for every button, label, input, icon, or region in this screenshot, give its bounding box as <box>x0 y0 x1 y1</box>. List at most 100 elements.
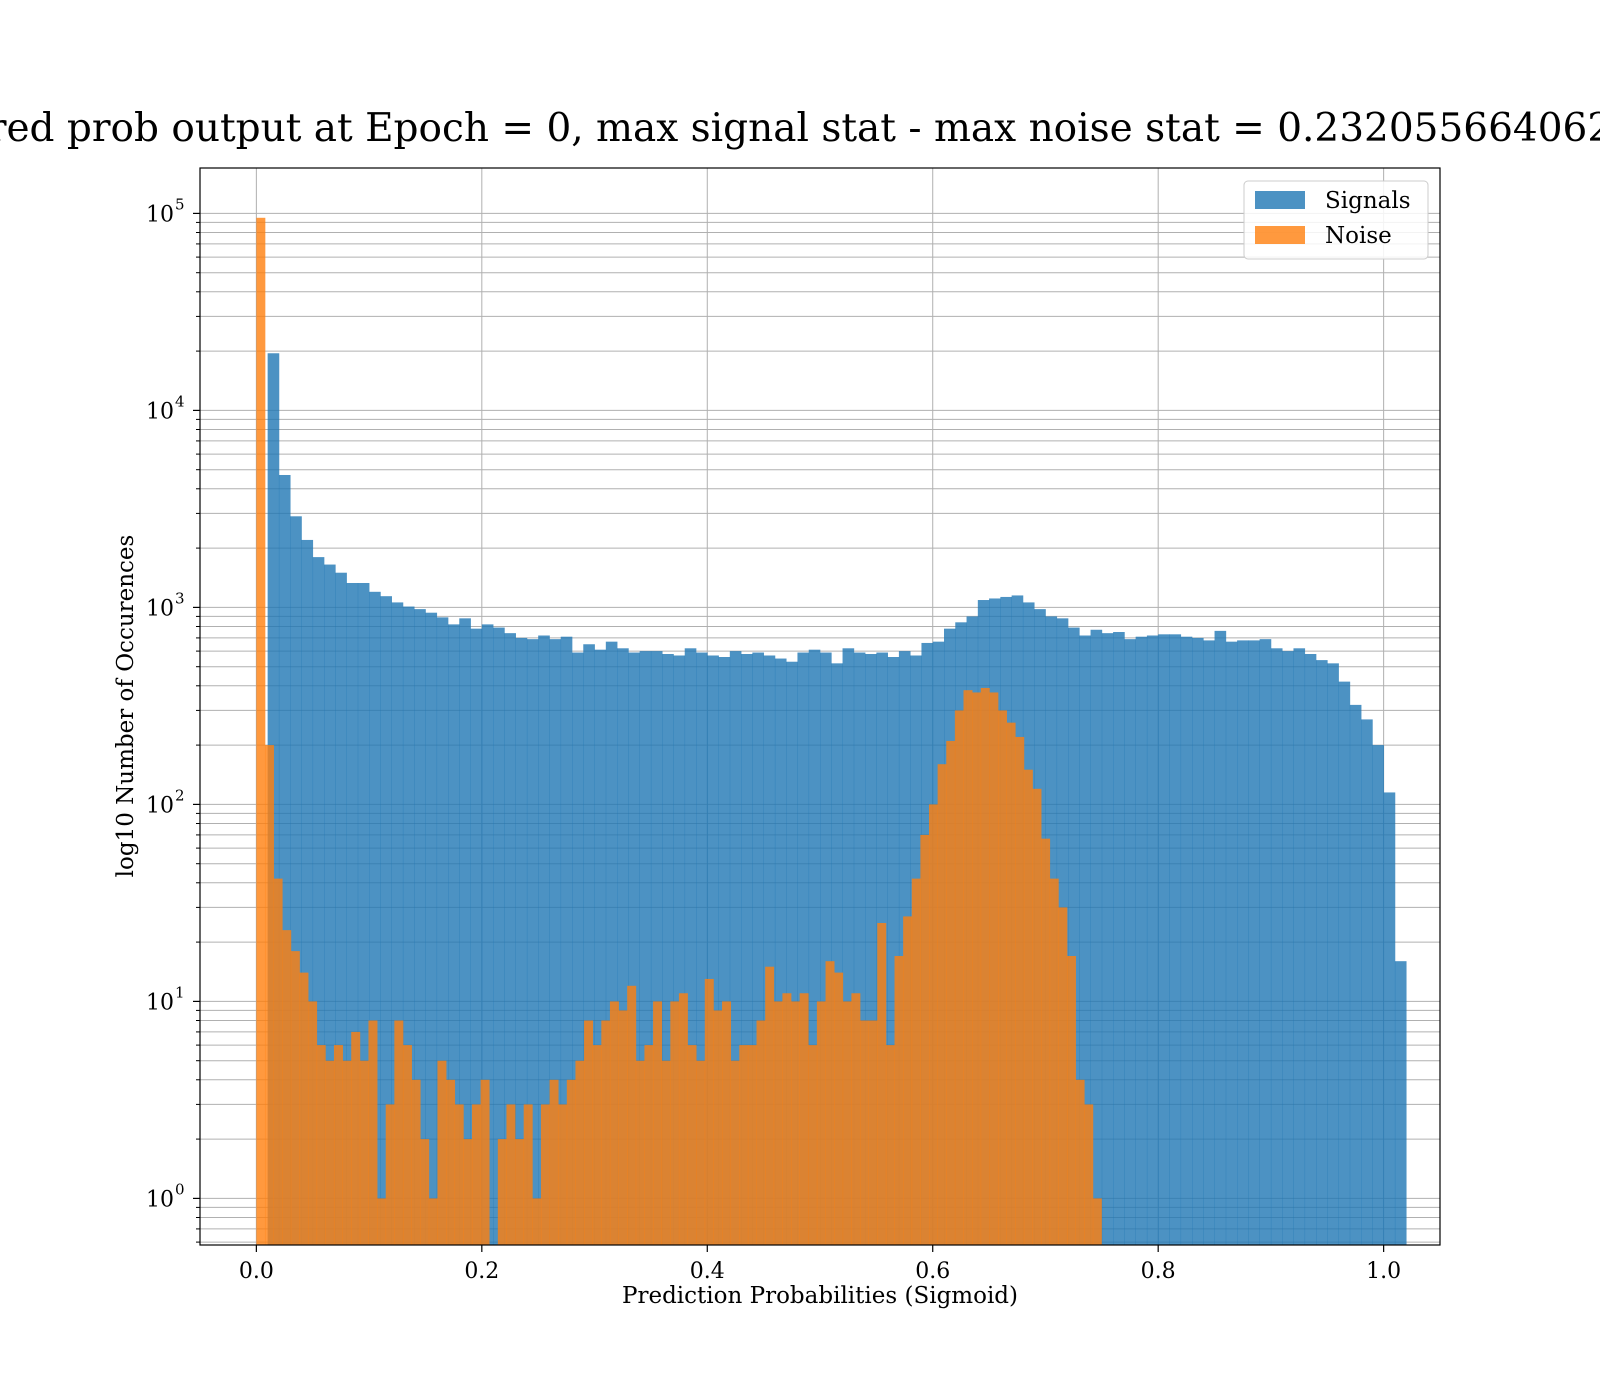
noise-bar <box>411 1079 421 1245</box>
noise-bar <box>877 923 887 1245</box>
noise-bar <box>816 1001 826 1245</box>
x-tick-label: 0.6 <box>915 1259 950 1284</box>
signals-bar <box>763 655 776 1245</box>
signals-bar <box>831 663 843 1245</box>
noise-bars <box>256 217 1102 1245</box>
noise-bar <box>687 1045 697 1245</box>
noise-bar <box>842 1001 852 1245</box>
noise-bar <box>480 1079 490 1245</box>
noise-bar <box>989 692 999 1245</box>
signals-bar <box>774 658 787 1245</box>
signals-bar <box>369 591 381 1245</box>
noise-bar <box>980 687 990 1245</box>
noise-bar <box>333 1045 343 1245</box>
noise-bar <box>351 1031 361 1245</box>
signals-bar <box>1124 639 1136 1245</box>
signals-bar <box>290 516 302 1245</box>
noise-bar <box>342 1060 352 1245</box>
signals-bar <box>718 657 731 1245</box>
signals-bar <box>639 651 652 1245</box>
noise-bar <box>446 1079 456 1245</box>
noise-bar <box>739 1045 749 1245</box>
signals-bar <box>526 639 539 1245</box>
noise-bar <box>377 1198 387 1245</box>
noise-bar <box>834 972 844 1245</box>
noise-bar <box>791 1001 801 1245</box>
x-tick-label: 0.0 <box>239 1259 274 1284</box>
y-tick-exponent: 3 <box>175 589 185 607</box>
legend-swatch-noise <box>1255 226 1305 244</box>
noise-bar <box>575 1060 585 1245</box>
noise-bar <box>644 1045 654 1245</box>
signals-bar <box>696 652 708 1245</box>
y-tick-label: 10 <box>146 793 174 818</box>
noise-bar <box>851 993 861 1245</box>
noise-bar <box>946 740 956 1245</box>
noise-bar <box>299 972 309 1245</box>
y-tick-label: 10 <box>146 399 174 424</box>
noise-bar <box>1006 722 1016 1245</box>
signals-bar <box>1135 636 1148 1245</box>
noise-bar <box>670 1001 680 1245</box>
noise-bar <box>1049 878 1059 1245</box>
signals-bar <box>1259 639 1272 1245</box>
signals-bar <box>617 648 629 1245</box>
signals-bar <box>414 609 426 1245</box>
noise-bar <box>359 1060 369 1245</box>
x-axis-label: Prediction Probabilities (Sigmoid) <box>622 1283 1018 1309</box>
noise-bar <box>1058 907 1068 1245</box>
signals-bar <box>335 572 347 1245</box>
signals-bar <box>1316 660 1328 1245</box>
signals-bar <box>1361 719 1373 1245</box>
noise-bar <box>704 978 714 1245</box>
noise-bar <box>256 217 266 1245</box>
signals-bar <box>1383 792 1396 1245</box>
noise-bar <box>558 1104 568 1245</box>
signals-bar <box>572 652 584 1245</box>
signals-bar <box>842 648 855 1245</box>
signals-bar <box>1304 654 1317 1245</box>
y-tick-exponent: 2 <box>175 786 185 804</box>
signals-bar <box>1113 632 1125 1245</box>
signals-bar <box>436 617 449 1245</box>
noise-bar <box>920 834 930 1245</box>
signals-bar <box>301 539 314 1245</box>
signals-bar <box>684 648 697 1245</box>
x-tick-label: 0.4 <box>690 1259 725 1284</box>
noise-bar <box>308 1001 318 1245</box>
y-tick-label: 10 <box>146 596 174 621</box>
noise-bar <box>609 1001 619 1245</box>
signals-bar <box>1349 704 1362 1245</box>
noise-bar <box>911 878 921 1245</box>
signals-bar <box>594 649 607 1245</box>
signals-bar <box>1169 634 1182 1245</box>
noise-bar <box>972 692 982 1245</box>
noise-bar <box>437 1060 447 1245</box>
noise-bar <box>1023 769 1033 1245</box>
noise-bar <box>1092 1198 1102 1245</box>
noise-bar <box>506 1104 516 1245</box>
signals-bar <box>741 654 753 1245</box>
signals-bar <box>1270 648 1283 1245</box>
signals-bar <box>515 637 528 1245</box>
noise-bar <box>782 993 792 1245</box>
signals-bar <box>729 651 742 1245</box>
noise-bar <box>937 764 947 1245</box>
signals-bar <box>797 652 810 1245</box>
signals-bar <box>1338 681 1351 1245</box>
noise-bar <box>1084 1104 1094 1245</box>
signals-bar <box>1203 640 1215 1245</box>
noise-bar <box>765 966 775 1245</box>
signals-bar <box>1214 630 1227 1245</box>
legend-label-signals: Signals <box>1325 188 1411 214</box>
noise-bar <box>264 745 274 1245</box>
noise-bar <box>661 1060 671 1245</box>
noise-bar <box>368 1020 378 1245</box>
x-axis-ticks: 0.0 0.2 0.4 0.6 0.8 1.0 <box>239 1245 1401 1284</box>
noise-bar <box>825 961 835 1245</box>
noise-bar <box>696 1060 706 1245</box>
signals-bar <box>278 474 291 1245</box>
noise-bar <box>584 1020 594 1245</box>
x-tick-label: 0.8 <box>1141 1259 1176 1284</box>
